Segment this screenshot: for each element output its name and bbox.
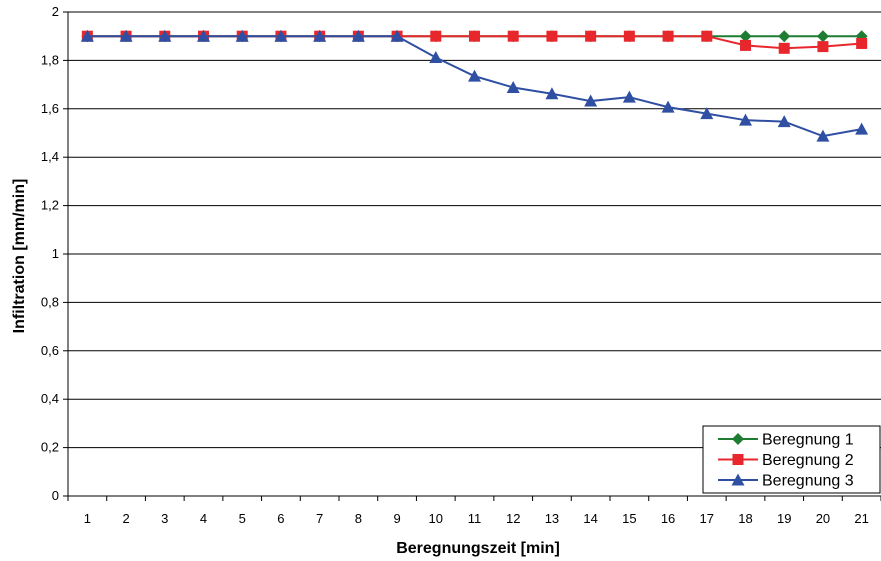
x-tick-label: 9	[393, 511, 400, 526]
x-tick-label: 13	[545, 511, 559, 526]
data-point	[80, 29, 94, 42]
data-point	[739, 113, 752, 126]
data-point	[778, 42, 790, 54]
y-tick-label: 0,8	[41, 294, 59, 309]
x-tick-label: 3	[161, 511, 168, 526]
data-point	[119, 29, 133, 42]
x-tick-label: 6	[277, 511, 284, 526]
data-point	[661, 100, 675, 113]
data-point	[585, 30, 597, 42]
x-tick-labels: 1 2 3 4 5 6 7 8 9 10 11 12 13 14 15 16 17 18 19 20 21	[84, 511, 869, 526]
data-point	[739, 30, 752, 43]
data-point	[777, 115, 791, 128]
data-point	[700, 107, 714, 120]
data-point	[351, 29, 365, 42]
data-point	[662, 30, 674, 42]
data-point	[430, 30, 442, 42]
legend-label: Beregnung 2	[762, 452, 854, 469]
y-tick-label: 1,8	[41, 52, 59, 67]
legend: Beregnung 1 Beregnung 2 Beregnung 3	[702, 425, 881, 494]
legend-marker	[732, 433, 744, 445]
series-group	[80, 29, 869, 142]
data-point	[197, 29, 210, 42]
y-tick-label: 0,6	[41, 343, 59, 358]
legend-label: Beregnung 3	[762, 473, 854, 490]
y-tick-labels: 0 0,2 0,4 0,6 0,8 1 1,2 1,4 1,6 1,8 2	[41, 4, 59, 503]
data-point	[855, 122, 869, 135]
legend-marker	[731, 473, 745, 486]
data-point	[506, 81, 520, 94]
y-tick-label: 0,4	[41, 391, 59, 406]
data-point	[235, 29, 249, 42]
x-tick-label: 20	[816, 511, 830, 526]
x-tick-label: 1	[84, 511, 91, 526]
x-tick-label: 17	[700, 511, 714, 526]
x-tick-label: 4	[200, 511, 207, 526]
data-point	[507, 30, 519, 42]
x-tick-label: 15	[622, 511, 636, 526]
data-point	[469, 30, 480, 42]
y-tick-label: 1,2	[41, 198, 59, 213]
x-tick-label: 5	[239, 511, 246, 526]
legend-marker	[732, 454, 744, 465]
data-point	[545, 87, 559, 100]
x-tick-label: 14	[583, 511, 597, 526]
x-tick-label: 16	[661, 511, 675, 526]
data-point	[622, 90, 636, 103]
data-point	[856, 37, 868, 49]
legend-item: Beregnung 3	[718, 473, 854, 490]
data-point	[584, 94, 598, 107]
data-point	[546, 30, 558, 42]
y-tick-label: 1	[52, 246, 59, 261]
series-3	[80, 29, 869, 142]
x-tick-label: 19	[777, 511, 791, 526]
x-tick-label: 21	[854, 511, 868, 526]
y-tick-label: 1,6	[41, 101, 59, 116]
data-point	[468, 69, 481, 82]
y-tick-label: 2	[52, 4, 59, 19]
y-tick-label: 1,4	[41, 149, 59, 164]
data-point	[816, 129, 830, 142]
data-point	[816, 30, 829, 43]
x-tick-label: 10	[429, 511, 443, 526]
y-tick-label: 0,2	[41, 440, 59, 455]
data-point	[158, 29, 172, 42]
data-point	[740, 39, 751, 51]
data-point	[390, 29, 404, 42]
gridlines	[68, 11, 881, 449]
axes	[63, 11, 881, 501]
x-tick-label: 2	[122, 511, 129, 526]
legend-label: Beregnung 1	[762, 432, 854, 449]
x-tick-label: 7	[316, 511, 323, 526]
x-tick-label: 18	[738, 511, 752, 526]
legend-item: Beregnung 2	[718, 452, 854, 469]
data-point	[701, 30, 713, 42]
data-point	[623, 30, 635, 42]
x-tick-label: 8	[355, 511, 362, 526]
x-tick-label: 11	[468, 511, 482, 526]
y-tick-label: 0	[52, 488, 59, 503]
y-axis-title: Infiltration [mm/min]	[11, 179, 28, 334]
x-axis-title: Beregnungszeit [min]	[396, 540, 560, 557]
data-point	[274, 29, 288, 42]
data-point	[313, 29, 327, 42]
data-point	[778, 30, 791, 43]
data-point	[429, 50, 443, 63]
legend-item: Beregnung 1	[718, 432, 854, 449]
x-tick-label: 12	[506, 511, 520, 526]
data-point	[817, 41, 829, 53]
